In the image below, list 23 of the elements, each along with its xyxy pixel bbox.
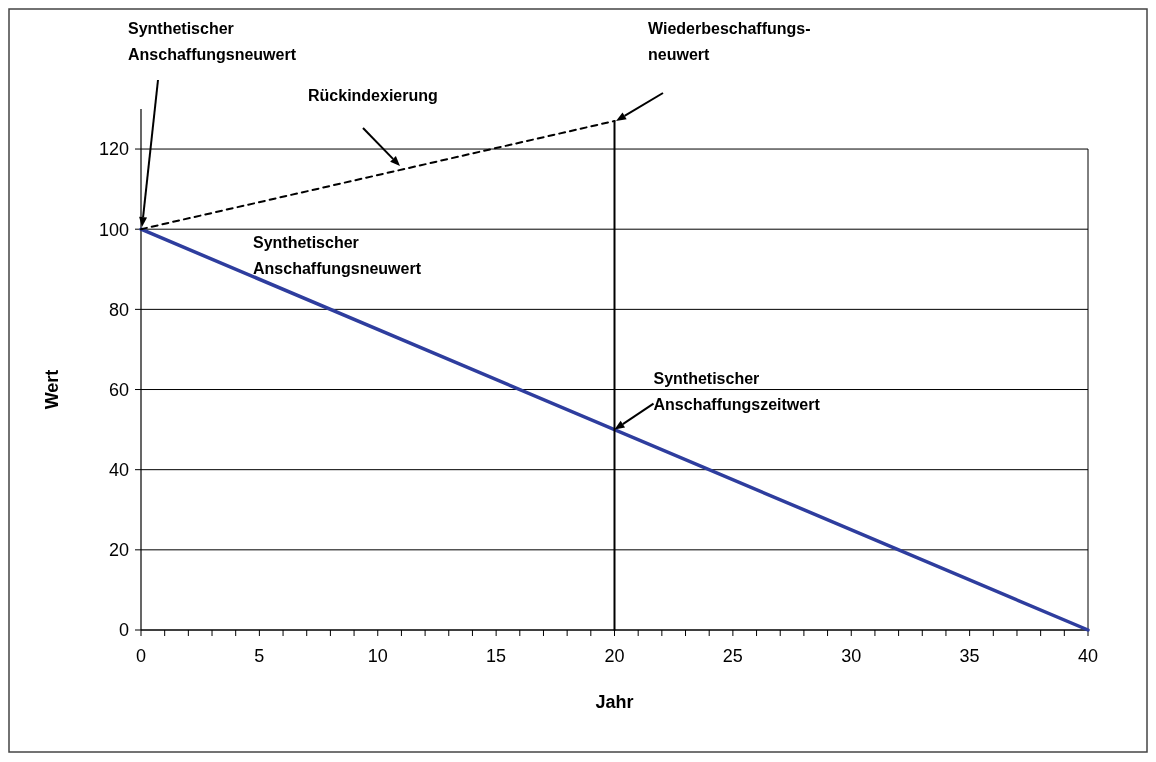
y-tick-label: 0 [118, 620, 129, 641]
y-tick-label: 40 [108, 459, 129, 480]
y-tick-label: 20 [108, 540, 129, 561]
x-tick-label: 15 [486, 646, 507, 666]
y-tick-label: 60 [108, 379, 129, 400]
annotation: Synthetischer Anschaffungsneuwert [253, 234, 422, 277]
x-tick-label: 5 [254, 646, 265, 666]
y-tick-label: 100 [98, 219, 129, 240]
text: Rückindexierung [308, 87, 438, 104]
x-tick-label: 35 [959, 646, 980, 666]
x-tick-label: 25 [722, 646, 743, 666]
x-tick-label: 30 [841, 646, 862, 666]
x-axis-title: Jahr [595, 692, 634, 712]
text: Synthetischer Anschaffungsneuwert [128, 20, 297, 63]
x-tick-label: 10 [367, 646, 388, 666]
text: Wiederbeschaffungs- neuwert [648, 20, 811, 63]
y-tick-label: 80 [108, 299, 129, 320]
x-tick-label: 0 [135, 646, 147, 666]
x-tick-label: 20 [604, 646, 625, 666]
y-axis-title: Wert [42, 369, 62, 410]
x-tick-label: 40 [1077, 646, 1099, 666]
annotation: Synthetischer Anschaffungszeitwert [653, 369, 821, 413]
y-tick-label: 120 [98, 139, 129, 160]
